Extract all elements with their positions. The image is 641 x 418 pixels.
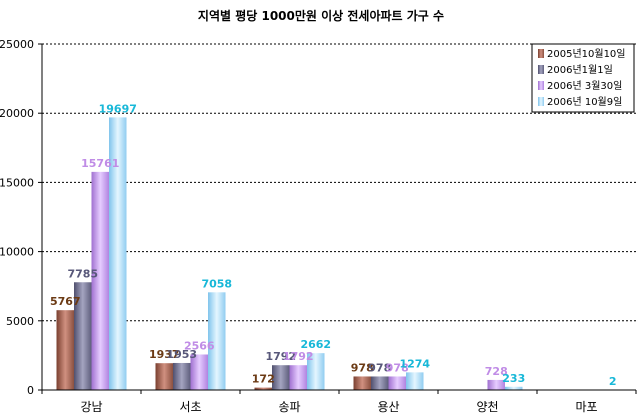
y-axis: 0 5000 10000 15000 20000 25000: [0, 38, 43, 397]
chart-title: 지역별 평당 1000만원 이상 전세아파트 가구 수: [198, 8, 444, 23]
y-tick-label: 15000: [0, 176, 34, 189]
legend-box: [531, 43, 635, 113]
data-label: 19697: [99, 102, 137, 115]
legend-swatch: [538, 65, 544, 74]
bar: [155, 363, 173, 390]
x-tick-label: 송파: [278, 400, 300, 414]
x-axis: 강남 서초 송파 용산 양천 마포: [41, 389, 637, 414]
data-label: 1792: [265, 350, 296, 363]
bar: [307, 353, 325, 390]
data-label: 1953: [166, 348, 197, 361]
y-tick-label: 25000: [0, 38, 34, 51]
gridlines: [42, 43, 636, 322]
bar: [487, 379, 505, 390]
y-tick-label: 10000: [0, 246, 34, 259]
bar: [173, 362, 191, 390]
legend-label: 2005년10월10일: [547, 48, 626, 60]
data-label: 2566: [184, 339, 215, 352]
data-label: 15761: [81, 157, 119, 170]
x-tick-label: 양천: [476, 399, 498, 414]
data-label: 5767: [50, 295, 81, 308]
x-tick-label: 용산: [377, 400, 399, 414]
legend-swatch: [538, 49, 544, 58]
legend-label: 2006년 10월9일: [547, 96, 622, 108]
bar: [353, 376, 371, 390]
x-tick-label: 강남: [80, 400, 102, 414]
legend: 2005년10월10일 2006년1월1일 2006년 3월30일 2006년 10월…: [531, 43, 635, 113]
x-tick-label: 서초: [179, 400, 201, 414]
bar: [272, 365, 290, 390]
y-tick-label: 20000: [0, 107, 34, 120]
legend-label: 2006년 3월30일: [547, 80, 622, 92]
x-tick-label: 마포: [575, 400, 597, 414]
bar: [289, 365, 307, 390]
data-label: 1792: [283, 350, 314, 363]
y-tick-label: 5000: [6, 315, 34, 328]
data-label: 728: [485, 365, 508, 378]
data-label: 172: [252, 373, 275, 386]
data-label: 1274: [399, 357, 430, 370]
bar: [190, 354, 208, 390]
data-label: 1937: [149, 348, 180, 361]
data-label: 2662: [300, 338, 331, 351]
bar: [388, 376, 406, 390]
legend-swatch: [538, 97, 544, 106]
bar: [406, 372, 424, 390]
legend-label: 2006년1월1일: [547, 64, 613, 76]
bar: [74, 282, 92, 390]
bar: [254, 387, 272, 390]
data-label: 7058: [201, 277, 232, 290]
data-label: 7785: [67, 267, 98, 280]
bar: [56, 310, 74, 390]
y-tick-label: 0: [27, 384, 34, 397]
data-label: 978: [368, 361, 391, 374]
data-label: 978: [386, 361, 409, 374]
legend-swatch: [538, 81, 544, 90]
data-label: 2: [609, 375, 617, 388]
data-label: 978: [351, 361, 374, 374]
bar: [109, 117, 127, 390]
data-label: 233: [502, 372, 525, 385]
bar: [371, 376, 389, 390]
bar: [208, 292, 226, 390]
bars: [56, 117, 622, 391]
bar: [505, 386, 523, 390]
bar: [91, 171, 109, 390]
